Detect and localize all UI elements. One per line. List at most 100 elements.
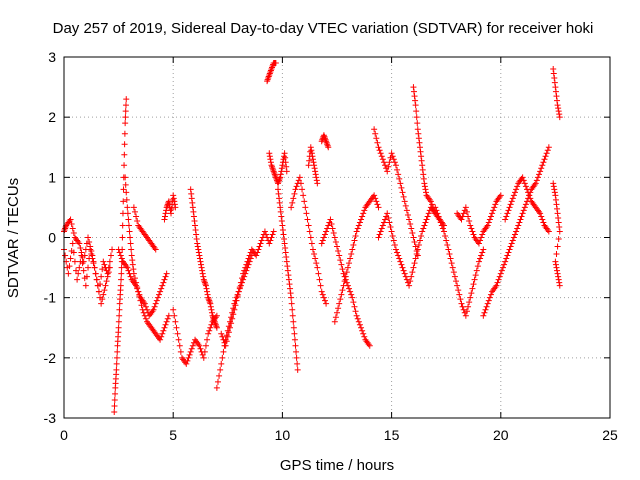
data-point xyxy=(90,258,97,265)
data-point xyxy=(371,126,378,133)
data-point xyxy=(290,318,297,325)
data-point xyxy=(152,300,159,307)
data-point xyxy=(412,97,419,104)
data-point xyxy=(319,237,326,244)
data-point xyxy=(376,231,383,238)
data-point xyxy=(189,342,196,349)
data-point xyxy=(444,242,451,249)
data-point xyxy=(275,190,282,197)
data-point xyxy=(192,222,199,229)
data-point xyxy=(172,318,179,325)
y-tick-label: 3 xyxy=(48,49,56,65)
data-point xyxy=(537,210,544,217)
data-point xyxy=(484,222,491,229)
data-point xyxy=(204,336,211,343)
data-point xyxy=(487,291,494,298)
data-point xyxy=(174,330,181,337)
data-point xyxy=(466,217,473,224)
data-point xyxy=(394,166,401,173)
data-point xyxy=(158,333,165,340)
data-point xyxy=(437,219,444,226)
data-point xyxy=(216,372,223,379)
data-point xyxy=(411,93,418,100)
data-point xyxy=(171,198,178,205)
data-point xyxy=(493,282,500,289)
data-point xyxy=(277,208,284,215)
data-point xyxy=(409,229,416,236)
data-point xyxy=(95,288,102,295)
data-point xyxy=(313,260,320,267)
data-point xyxy=(356,321,363,328)
data-point xyxy=(450,269,457,276)
data-point xyxy=(309,246,316,253)
data-point xyxy=(80,258,87,265)
data-point xyxy=(350,242,357,249)
data-point xyxy=(347,288,354,295)
data-point xyxy=(360,330,367,337)
data-point xyxy=(480,246,487,253)
data-point xyxy=(350,299,357,306)
data-point xyxy=(263,231,270,238)
data-point xyxy=(285,276,292,283)
data-point xyxy=(540,219,547,226)
data-point xyxy=(433,207,440,214)
data-point xyxy=(113,354,120,361)
data-point xyxy=(352,232,359,239)
data-point xyxy=(454,282,461,289)
data-point xyxy=(471,276,478,283)
data-point xyxy=(123,196,130,203)
data-point xyxy=(556,111,563,118)
x-tick-label: 20 xyxy=(493,427,509,443)
data-point xyxy=(406,282,413,289)
data-point xyxy=(98,300,105,307)
data-point xyxy=(415,242,422,249)
data-point xyxy=(288,300,295,307)
data-point xyxy=(305,162,312,169)
data-point xyxy=(552,88,559,95)
data-point xyxy=(321,297,328,304)
data-point xyxy=(505,207,512,214)
data-point xyxy=(256,243,263,250)
data-point xyxy=(156,291,163,298)
data-point xyxy=(234,293,241,300)
data-point xyxy=(85,234,92,241)
data-point xyxy=(299,186,306,193)
data-point xyxy=(276,195,283,202)
data-point xyxy=(353,312,360,319)
data-point xyxy=(385,214,392,221)
data-point xyxy=(194,243,201,250)
data-point xyxy=(407,278,414,285)
data-point xyxy=(76,240,83,247)
data-point xyxy=(506,204,513,211)
data-point xyxy=(481,309,488,316)
data-point xyxy=(394,249,401,256)
data-point xyxy=(118,255,125,262)
data-point xyxy=(142,315,149,322)
data-point xyxy=(123,189,130,196)
data-point xyxy=(539,216,546,223)
data-point xyxy=(421,222,428,229)
data-point xyxy=(277,171,284,178)
data-point xyxy=(438,222,445,229)
data-point xyxy=(187,186,194,193)
data-point xyxy=(331,234,338,241)
data-point xyxy=(267,159,274,166)
data-point xyxy=(406,216,413,223)
data-point xyxy=(410,264,417,271)
data-point xyxy=(472,272,479,279)
data-point xyxy=(117,282,124,289)
data-point xyxy=(134,217,141,224)
data-point xyxy=(408,225,415,232)
data-point xyxy=(288,294,295,301)
data-point xyxy=(420,175,427,182)
data-point xyxy=(351,303,358,310)
data-point xyxy=(133,282,140,289)
data-point xyxy=(414,126,421,133)
data-point xyxy=(129,261,136,268)
data-point xyxy=(348,291,355,298)
data-point xyxy=(330,229,337,236)
data-point xyxy=(442,232,449,239)
data-point xyxy=(272,60,279,67)
data-point xyxy=(118,270,125,277)
data-point xyxy=(336,252,343,259)
